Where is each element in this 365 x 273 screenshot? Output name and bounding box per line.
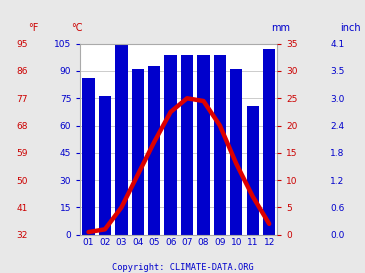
Bar [214,55,226,235]
Bar [132,69,144,235]
Bar [181,55,193,235]
Bar [263,49,275,235]
Text: mm: mm [272,23,291,33]
Bar [197,55,210,235]
Bar [165,55,177,235]
Bar [230,69,242,235]
Text: Copyright: CLIMATE-DATA.ORG: Copyright: CLIMATE-DATA.ORG [112,263,253,272]
Bar [148,66,160,235]
Text: inch: inch [340,23,361,33]
Bar [82,78,95,235]
Bar [247,106,259,235]
Bar [115,44,127,235]
Text: °F: °F [28,23,38,33]
Bar [99,96,111,235]
Text: °C: °C [71,23,82,33]
